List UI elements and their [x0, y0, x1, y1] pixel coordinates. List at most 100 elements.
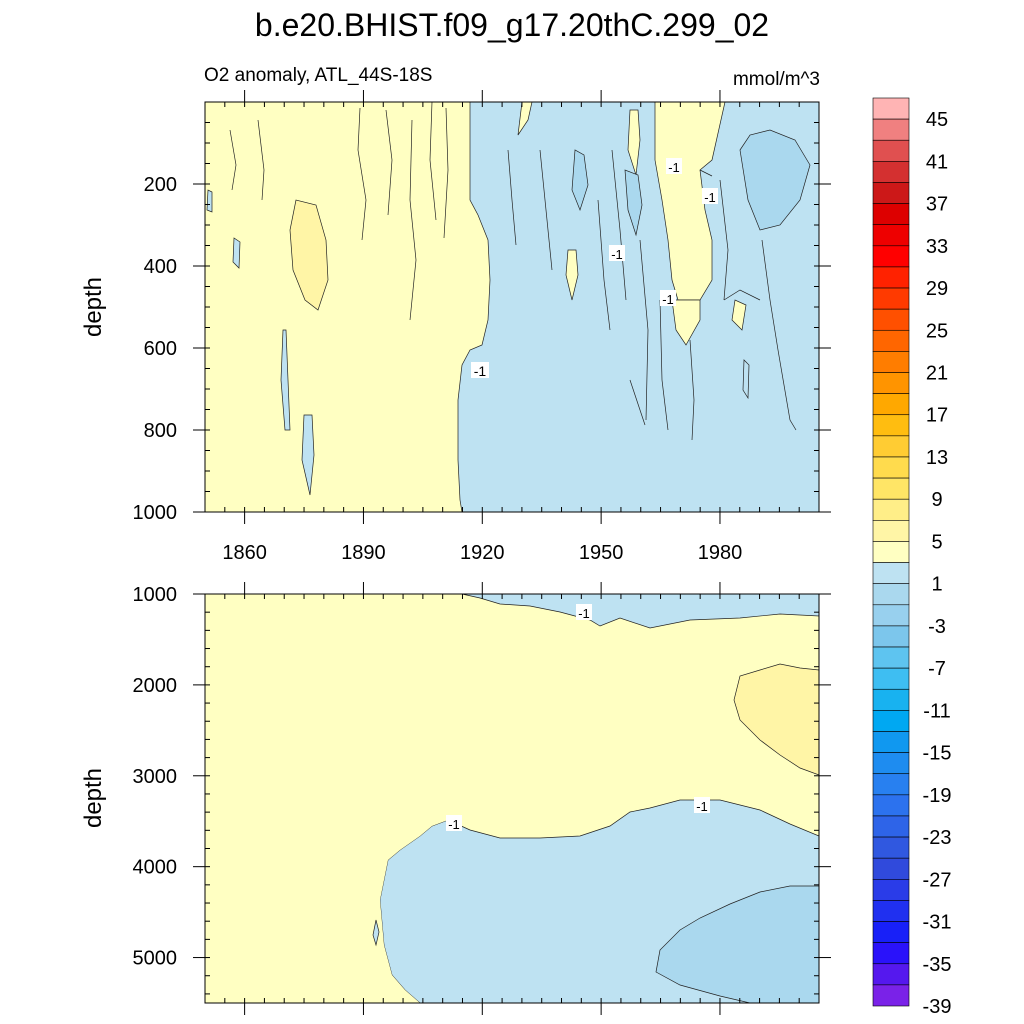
upper-positive-pocket — [731, 299, 747, 331]
colorbar-label: 37 — [926, 194, 948, 216]
colorbar-swatch — [872, 604, 910, 627]
colorbar-swatch — [872, 984, 910, 1007]
colorbar-swatch — [872, 329, 910, 352]
lower-panel: -1 -1 -1 1000 2000 3000 4000 5000 — [133, 582, 831, 1015]
upper-contour-label: -1 — [471, 362, 489, 379]
colorbar-swatch — [872, 520, 910, 542]
upper-streak — [301, 414, 315, 496]
colorbar-swatch — [872, 688, 910, 711]
colorbar-swatch — [872, 414, 910, 437]
upper-streak — [280, 329, 291, 431]
colorbar-swatch — [872, 773, 910, 796]
colorbar-swatch — [872, 667, 910, 690]
colorbar-label: -35 — [923, 954, 952, 976]
lower-contour-label-text: -1 — [448, 817, 460, 832]
colorbar-swatch — [872, 963, 910, 986]
upper-contour-label: -1 — [702, 188, 718, 205]
upper-contour-label-text: -1 — [704, 190, 716, 205]
lower-y-tick-label: 4000 — [133, 857, 178, 879]
colorbar-swatch — [872, 857, 910, 880]
x-tick-label: 1860 — [222, 542, 267, 564]
upper-contour-label: -1 — [660, 290, 676, 307]
colorbar-swatch — [872, 393, 910, 416]
colorbar-label: 13 — [926, 447, 948, 469]
upper-y-tick-label: 800 — [144, 420, 177, 442]
colorbar-swatch — [872, 942, 910, 965]
colorbar-swatch — [872, 752, 910, 775]
colorbar-label: 21 — [926, 363, 948, 385]
upper-contour-label-text: -1 — [474, 363, 487, 379]
upper-contour-label-text: -1 — [668, 160, 680, 175]
lower-y-tick-label: 5000 — [133, 948, 178, 970]
upper-y-tick-label: 400 — [144, 256, 177, 278]
chart-subtitle-left: O2 anomaly, ATL_44S-18S — [204, 65, 432, 86]
colorbar-swatch — [872, 731, 910, 753]
colorbar-swatch — [872, 245, 910, 268]
chart-units: mmol/m^3 — [733, 69, 820, 90]
colorbar-label: -3 — [928, 616, 946, 638]
colorbar-swatch — [872, 203, 910, 225]
lower-y-axis-label: depth — [80, 768, 107, 828]
upper-positive-pocket — [671, 299, 701, 346]
upper-y-tick-label: 600 — [144, 338, 177, 360]
chart-title: b.e20.BHIST.f09_g17.20thC.299_02 — [255, 7, 769, 43]
upper-contour-label: -1 — [609, 245, 625, 262]
colorbar-swatch — [872, 308, 910, 331]
colorbar-label: 17 — [926, 405, 948, 427]
x-tick-label: 1950 — [579, 542, 624, 564]
lower-contour-label: -1 — [576, 604, 592, 621]
upper-panel: -1 -1 -1 -1 -1 200 400 600 800 1000 1860 1890 1… — [133, 90, 831, 564]
lower-y-tick-label: 1000 — [133, 584, 178, 606]
colorbar-swatch — [872, 435, 910, 458]
upper-y-tick-label: 200 — [144, 174, 177, 196]
upper-positive-pocket — [565, 249, 579, 301]
colorbar-swatch — [872, 794, 910, 817]
colorbar-swatch — [872, 372, 910, 394]
upper-axes: 200 400 600 800 1000 1860 1890 1920 1950 1980 — [133, 90, 831, 564]
colorbar-label: 25 — [926, 320, 948, 342]
upper-contour-lines — [229, 101, 797, 441]
upper-y-axis-label: depth — [80, 277, 107, 337]
upper-positive-pocket — [627, 109, 641, 176]
colorbar-swatch — [872, 646, 910, 669]
colorbar-label: 29 — [926, 278, 948, 300]
colorbar-swatch — [872, 498, 910, 521]
lower-y-tick-label: 3000 — [133, 766, 178, 788]
colorbar-swatch — [872, 266, 910, 289]
upper-contour-label: -1 — [666, 158, 682, 175]
lower-streak — [372, 919, 380, 947]
colorbar-swatch — [872, 836, 910, 859]
lower-axes: 1000 2000 3000 4000 5000 — [133, 582, 831, 1015]
upper-negative-core — [739, 129, 811, 231]
upper-positive-blob — [289, 199, 329, 311]
lower-contour-label: -1 — [446, 815, 462, 832]
colorbar-label: -19 — [923, 785, 952, 807]
upper-contour-label-text: -1 — [611, 247, 623, 262]
colorbar-swatch — [872, 287, 910, 310]
colorbar-swatch — [872, 477, 910, 500]
colorbar-swatch — [872, 921, 910, 943]
upper-streak — [742, 359, 750, 400]
lower-contour-label: -1 — [694, 797, 710, 814]
upper-contour-label-text: -1 — [662, 292, 674, 307]
colorbar-swatch — [872, 879, 910, 901]
colorbar-label: -23 — [923, 827, 952, 849]
colorbar-swatch — [872, 97, 910, 120]
colorbar-label: 33 — [926, 236, 948, 258]
upper-streak — [206, 189, 213, 213]
lower-positive-blob — [733, 663, 820, 776]
lower-contour-label-text: -1 — [696, 799, 708, 814]
colorbar-label: -27 — [923, 869, 952, 891]
colorbar-swatch — [872, 456, 910, 479]
colorbar-swatch — [872, 139, 910, 162]
colorbar-swatch — [872, 161, 910, 183]
colorbar-label: 1 — [931, 574, 942, 596]
colorbar-label: -39 — [923, 996, 952, 1018]
colorbar-swatch — [872, 182, 910, 204]
colorbar-swatch — [872, 710, 910, 732]
colorbar-swatch — [872, 583, 910, 606]
colorbar-label: 5 — [931, 531, 942, 553]
upper-streak — [232, 237, 241, 269]
colorbar-label: -15 — [923, 743, 952, 765]
